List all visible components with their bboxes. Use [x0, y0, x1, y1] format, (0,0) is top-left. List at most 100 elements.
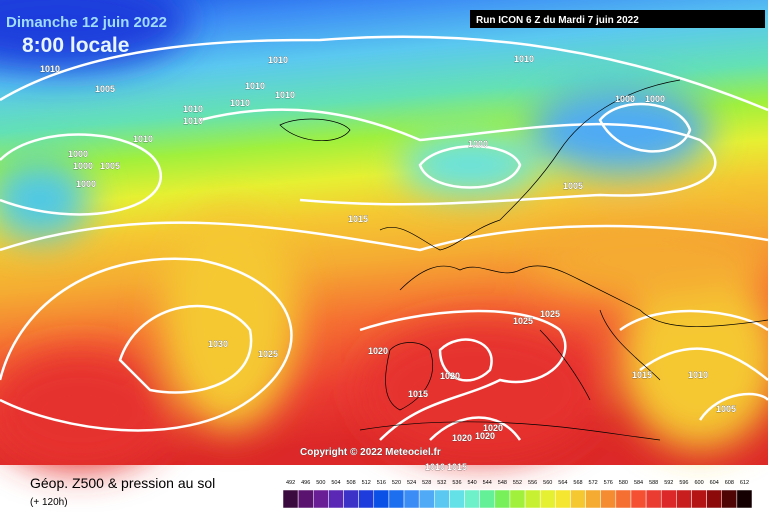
scale-label: 592: [664, 480, 673, 486]
scale-label: 564: [558, 480, 567, 486]
scale-label: 588: [649, 480, 658, 486]
isobar-label: 1005: [563, 181, 583, 191]
scale-cell: [313, 489, 329, 509]
isobar-label: 1010: [183, 104, 203, 114]
isobar-label: 1010: [688, 370, 708, 380]
isobar-label: 1010: [133, 134, 153, 144]
scale-cell: [418, 489, 435, 509]
scale-label: 496: [301, 480, 310, 486]
isobar-label: 1010: [183, 116, 203, 126]
scale-label: 560: [543, 480, 552, 486]
scale-label: 612: [740, 480, 749, 486]
time: 8:00 locale: [22, 34, 129, 57]
scale-cell: [615, 489, 632, 509]
isobar-label: 1000: [615, 94, 635, 104]
scale-cell: [297, 489, 314, 509]
scale-label: 576: [604, 480, 613, 486]
copyright: Copyright © 2022 Meteociel.fr: [300, 447, 441, 458]
isobar-label: 1015: [408, 389, 428, 399]
isobar-label: 1000: [73, 161, 93, 171]
footer-title: Géop. Z500 & pression au sol: [30, 475, 215, 491]
isobar-label: 1020: [475, 431, 495, 441]
isobar-label: 1010: [514, 54, 534, 64]
isobar-label: 1020: [368, 346, 388, 356]
scale-label: 572: [589, 480, 598, 486]
scale-label: 544: [483, 480, 492, 486]
scale-cell: [358, 489, 375, 509]
footer-lead: (+ 120h): [30, 497, 68, 508]
scale-cell: [403, 489, 420, 509]
isobar-label: 1000: [468, 139, 488, 149]
scale-label: 556: [528, 480, 537, 486]
isobar-label: 1030: [208, 339, 228, 349]
scale-cell: [691, 489, 707, 509]
scale-label: 596: [679, 480, 688, 486]
isobar-label: 1020: [483, 423, 503, 433]
isobar-label: 1015: [447, 462, 467, 472]
scale-label: 528: [422, 480, 431, 486]
scale-label: 512: [362, 480, 371, 486]
scale-cell: [721, 489, 738, 509]
isobar-label: 1010: [425, 462, 445, 472]
scale-cell: [343, 489, 359, 509]
scale-cell: [570, 489, 586, 509]
scale-cell: [282, 489, 299, 509]
scale-label: 516: [377, 480, 386, 486]
scale-label: 492: [286, 480, 295, 486]
scale-cell: [509, 489, 526, 509]
isobar-label: 1005: [100, 161, 120, 171]
scale-label: 540: [468, 480, 477, 486]
scale-label: 520: [392, 480, 401, 486]
scale-cell: [600, 489, 617, 509]
scale-cell: [524, 489, 541, 509]
scale-cell: [328, 489, 344, 509]
isobar-label: 1015: [632, 370, 652, 380]
scale-cell: [539, 489, 556, 509]
scale-cell: [676, 489, 692, 509]
isobar-label: 1010: [275, 90, 295, 100]
scale-cell: [630, 489, 647, 509]
isobar-lines: [0, 35, 768, 441]
isobar-label: 1025: [513, 316, 533, 326]
scale-label: 504: [331, 480, 340, 486]
scale-cell: [555, 489, 571, 509]
scale-cell: [660, 489, 677, 509]
scale-label: 536: [452, 480, 461, 486]
scale-label: 552: [513, 480, 522, 486]
isobar-label: 1010: [40, 64, 60, 74]
isobar-label: 1000: [76, 179, 96, 189]
scale-label: 580: [619, 480, 628, 486]
isobar-label: 1005: [716, 404, 736, 414]
scale-cell: [736, 489, 753, 509]
field-blobs: [0, 0, 768, 470]
scale-cell: [706, 489, 722, 509]
isobar-label: 1025: [258, 349, 278, 359]
scale-label: 568: [573, 480, 582, 486]
scale-cell: [388, 489, 405, 509]
isobar-label: 1010: [268, 55, 288, 65]
isobar-label: 1005: [95, 84, 115, 94]
scale-cell: [464, 489, 480, 509]
isobar-label: 1020: [452, 433, 472, 443]
isobar-label: 1025: [540, 309, 560, 319]
scale-cell: [645, 489, 662, 509]
scale-cell: [373, 489, 390, 509]
scale-cell: [494, 489, 511, 509]
scale-cell: [434, 489, 450, 509]
scale-label: 508: [346, 480, 355, 486]
scale-label: 500: [316, 480, 325, 486]
scale-label: 600: [694, 480, 703, 486]
scale-label: 524: [407, 480, 416, 486]
scale-label: 608: [725, 480, 734, 486]
scale-cell: [449, 489, 465, 509]
isobar-label: 1010: [245, 81, 265, 91]
isobar-label: 1000: [645, 94, 665, 104]
scale-cell: [479, 489, 496, 509]
isobar-label: 1010: [230, 98, 250, 108]
scale-cell: [585, 489, 601, 509]
scale-label: 604: [710, 480, 719, 486]
isobar-label: 1020: [440, 371, 460, 381]
coastlines: [279, 79, 768, 441]
scale-label: 584: [634, 480, 643, 486]
